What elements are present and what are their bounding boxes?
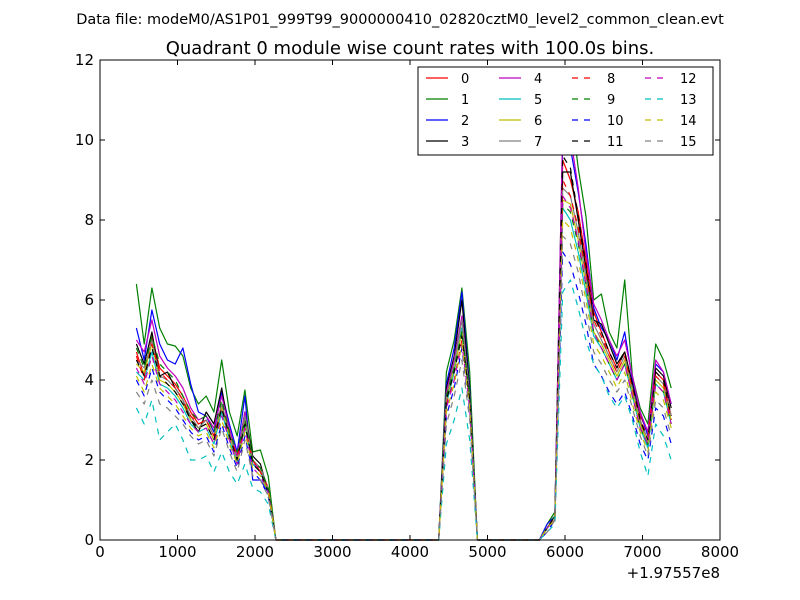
legend-label-14: 14	[680, 114, 697, 129]
legend-label-4: 4	[534, 72, 542, 87]
legend-label-15: 15	[680, 135, 697, 150]
legend-label-5: 5	[534, 93, 542, 108]
legend-label-13: 13	[680, 93, 697, 108]
legend-label-12: 12	[680, 72, 697, 87]
x-tick-label: 3000	[313, 543, 351, 561]
y-tick-label: 2	[84, 451, 94, 469]
x-tick-label: 6000	[546, 543, 584, 561]
series-line-12	[135, 195, 672, 541]
legend-frame	[417, 66, 714, 156]
x-tick-label: 1000	[158, 543, 196, 561]
x-tick-label: 0	[95, 543, 105, 561]
legend-label-11: 11	[607, 135, 624, 150]
x-tick-label: 4000	[391, 543, 429, 561]
x-offset-label: +1.97557e8	[627, 564, 720, 582]
y-tick-label: 0	[84, 531, 94, 549]
legend-label-0: 0	[461, 72, 469, 87]
legend-label-6: 6	[534, 114, 542, 129]
legend-label-1: 1	[461, 93, 469, 108]
y-tick-label: 6	[84, 291, 94, 309]
x-tick-label: 5000	[468, 543, 506, 561]
x-axis: 0 1000 2000 3000 4000 5000 6000 7000 8000	[95, 60, 739, 561]
legend-label-7: 7	[534, 135, 542, 150]
y-tick-label: 4	[84, 371, 94, 389]
legend-label-2: 2	[461, 114, 469, 129]
y-tick-label: 12	[75, 51, 94, 69]
x-tick-label: 2000	[236, 543, 274, 561]
x-tick-label: 8000	[701, 543, 739, 561]
x-tick-label: 7000	[623, 543, 661, 561]
y-tick-label: 10	[75, 131, 94, 149]
series-line-14	[135, 219, 672, 541]
suptitle: Data file: modeM0/AS1P01_999T99_90000004…	[76, 12, 724, 28]
legend-label-8: 8	[607, 72, 615, 87]
chart-title: Quadrant 0 module wise count rates with …	[166, 38, 655, 59]
legend-label-9: 9	[607, 93, 615, 108]
legend-label-10: 10	[607, 114, 624, 129]
legend-label-3: 3	[461, 135, 469, 150]
y-tick-label: 8	[84, 211, 94, 229]
